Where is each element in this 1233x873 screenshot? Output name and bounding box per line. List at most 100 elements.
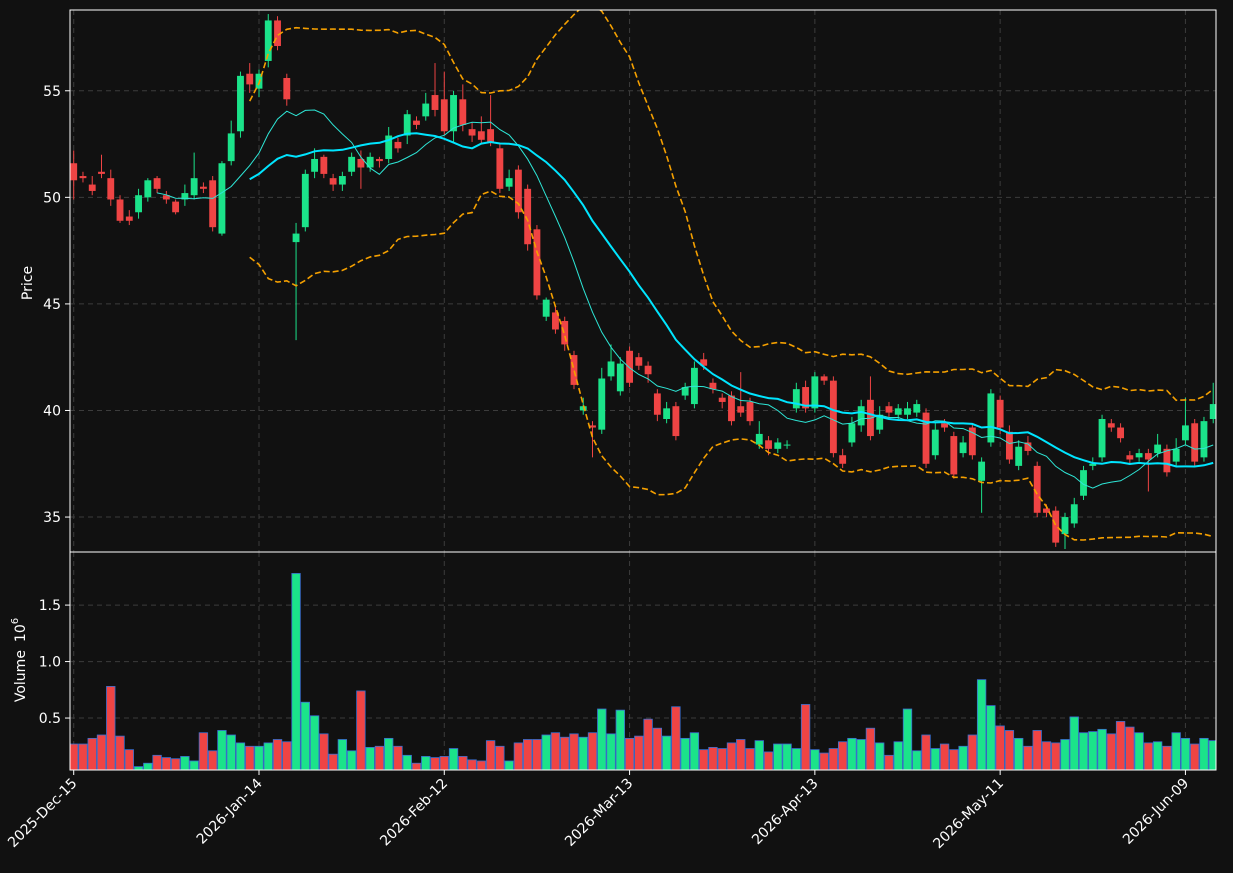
volume-bar [773,743,783,770]
candle-body [162,195,170,200]
volume-axis-label: Volume 106 [10,618,29,702]
volume-bar [634,735,644,770]
candle-body [1061,517,1069,535]
candle-body [144,180,152,198]
candle-body [505,178,513,187]
candle-body [320,156,328,174]
volume-bar [467,759,477,770]
volume-bar [384,737,394,770]
volume-bar [448,748,459,770]
candle-body [440,99,448,132]
y-tick-label: 50 [43,190,61,206]
volume-bar [1143,742,1154,770]
volume-bar [995,725,1005,770]
candle-body [959,442,967,454]
candle-body [978,461,986,481]
volume-bar [680,737,690,770]
volume-bar [319,733,329,770]
candle-body [218,163,226,234]
volume-bar [1180,737,1191,770]
candle-body [885,406,893,413]
volume-bar [652,727,663,770]
candle-body [653,393,661,415]
candle-body [422,103,430,117]
volume-bar [884,754,894,770]
volume-bar [578,736,588,770]
candle-body [88,184,96,191]
candle-body [848,423,856,443]
candle-body [737,406,745,413]
volume-bar [254,745,264,770]
volume-bar [106,686,116,770]
volume-bar [810,749,820,770]
volume-bar [235,742,246,770]
candle-body [681,387,689,396]
volume-bar [902,708,913,770]
volume-bar [346,750,357,770]
candle-body [135,195,142,213]
candle-body [626,350,633,383]
volume-bar [875,742,885,770]
candle-body [496,148,504,189]
volume-bar [1004,730,1015,770]
candle-body [274,20,281,47]
y-tick-label: 0.5 [39,711,61,727]
volume-bar [921,734,931,770]
candle-body [311,158,319,172]
candle-body [579,406,587,411]
candle-body [950,436,958,475]
volume-bar [930,748,940,770]
y-tick-label: 35 [43,510,61,526]
candle-body [403,114,411,136]
candle-body [172,201,180,213]
volume-bar [272,739,283,770]
volume-bar [800,704,811,770]
volume-bar [1051,742,1061,770]
volume-label: Volume [13,650,29,702]
candle-body [728,395,735,422]
volume-bar [819,752,829,770]
candle-body [774,442,782,449]
volume-bar [689,732,700,770]
candle-body [663,408,671,420]
volume-bar [458,756,468,770]
candle-body [190,178,198,196]
volume-bar [1023,745,1033,770]
candle-body [922,412,930,464]
candle-body [811,376,819,409]
volume-bar [263,742,273,770]
volume-bar [1162,745,1172,770]
candle-body [542,299,550,317]
candle-body [237,75,244,132]
volume-offset-exponent: 6 [10,618,21,624]
candle-body [607,361,615,377]
volume-bar [522,739,533,770]
volume-bar [1032,730,1042,770]
volume-bar [1088,731,1098,770]
candle-body [1191,423,1199,462]
candle-body [570,355,578,385]
volume-bar [912,750,922,770]
candle-body [301,173,309,228]
volume-bar [485,740,496,770]
candle-body [755,433,763,445]
candle-body [1154,444,1162,454]
volume-bar [180,756,190,770]
volume-bar [300,701,310,770]
volume-bar [856,739,866,770]
volume-bar [1014,737,1024,770]
volume-bar [1041,741,1052,770]
volume-bar [1097,728,1107,770]
candle-body [450,95,457,132]
volume-bar [726,742,737,770]
volume-bar [1134,732,1144,770]
candle-body [329,178,337,185]
volume-bar [1078,732,1089,770]
candle-body [514,169,522,213]
volume-bar [745,748,755,770]
candle-body [1052,510,1060,543]
y-tick-label: 1.5 [39,598,61,614]
volume-bar [143,762,153,770]
volume-bar [124,749,134,770]
candle-body [181,193,189,200]
